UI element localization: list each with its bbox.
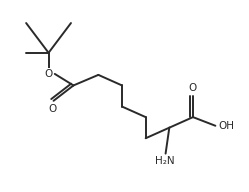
Text: O: O: [189, 83, 197, 93]
Text: H₂N: H₂N: [155, 156, 174, 166]
Text: OH: OH: [218, 121, 234, 131]
Text: O: O: [48, 104, 57, 114]
Text: O: O: [44, 69, 53, 79]
